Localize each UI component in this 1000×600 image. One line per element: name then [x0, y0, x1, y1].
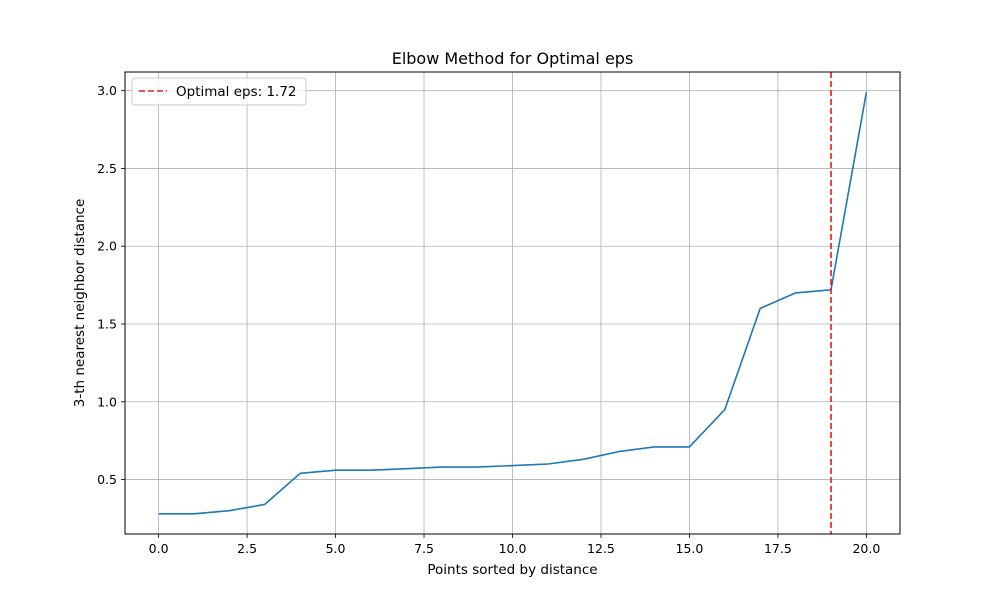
legend: Optimal eps: 1.72: [131, 77, 307, 106]
x-tick-label: 5.0: [326, 541, 346, 556]
y-tick-label: 2.5: [97, 161, 117, 176]
legend-box: [131, 77, 307, 106]
legend-label: Optimal eps: 1.72: [176, 84, 297, 100]
x-tick-label: 17.5: [764, 541, 792, 556]
y-tick-label: 1.5: [97, 317, 117, 332]
x-axis-label: Points sorted by distance: [427, 562, 597, 578]
x-tick-label: 10.0: [499, 541, 527, 556]
x-tick-label: 0.0: [149, 541, 169, 556]
x-tick-label: 7.5: [414, 541, 434, 556]
tick-layer: 0.0 2.5 5.0 7.5 10.0 12.5 15.0 17.5 20.0 0.5 1.0 1.…: [97, 83, 880, 556]
x-tick-label: 2.5: [237, 541, 257, 556]
y-tick-label: 2.0: [97, 239, 117, 254]
data-layer: [158, 72, 868, 534]
x-tick-label: 20.0: [852, 541, 880, 556]
y-tick-label: 3.0: [97, 83, 117, 98]
y-tick-label: 0.5: [97, 472, 117, 487]
chart-title: Elbow Method for Optimal eps: [392, 49, 634, 68]
grid-layer: [125, 72, 900, 534]
y-axis-label: 3-th nearest neighbor distance: [72, 199, 88, 408]
x-tick-label: 15.0: [676, 541, 704, 556]
series-line: [158, 92, 868, 515]
x-tick-label: 12.5: [587, 541, 615, 556]
y-tick-label: 1.0: [97, 394, 117, 409]
